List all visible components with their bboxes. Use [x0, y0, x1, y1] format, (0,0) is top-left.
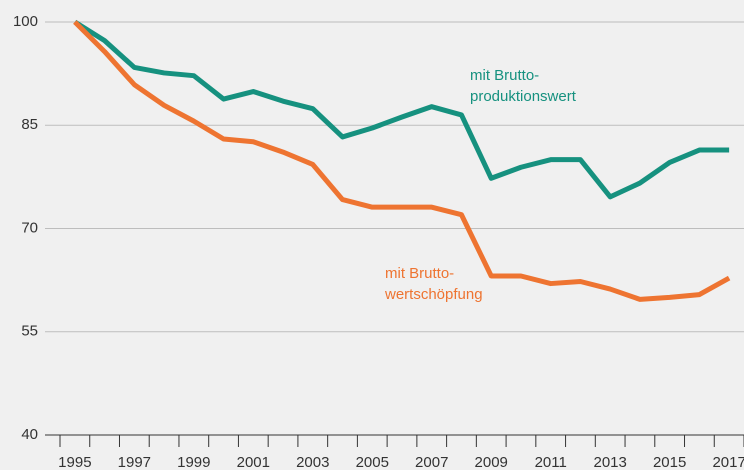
- x-tick-label: 2005: [356, 454, 389, 470]
- annotation: wertschöpfung: [384, 286, 483, 303]
- x-tick-label: 2003: [296, 454, 329, 470]
- x-tick-label: 2001: [237, 454, 270, 470]
- x-tick-label: 1995: [58, 454, 91, 470]
- y-tick-label: 70: [21, 219, 38, 236]
- x-tick-label: 2013: [593, 454, 626, 470]
- annotation: produktionswert: [470, 88, 577, 105]
- y-tick-label: 85: [21, 116, 38, 133]
- x-tick-label: 2009: [475, 454, 508, 470]
- annotation: mit Brutto-: [385, 265, 454, 282]
- x-tick-label: 2007: [415, 454, 448, 470]
- x-tick-label: 1997: [118, 454, 151, 470]
- x-tick-label: 2011: [535, 454, 567, 470]
- y-tick-label: 55: [21, 323, 38, 340]
- x-tick-label: 2017: [712, 454, 744, 470]
- annotation: mit Brutto-: [470, 67, 539, 84]
- y-tick-label: 100: [13, 13, 38, 30]
- x-tick-label: 2015: [653, 454, 686, 470]
- series-line: [73, 19, 730, 200]
- series-line: [73, 20, 731, 302]
- y-tick-label: 40: [21, 426, 38, 443]
- x-tick-label: 1999: [177, 454, 210, 470]
